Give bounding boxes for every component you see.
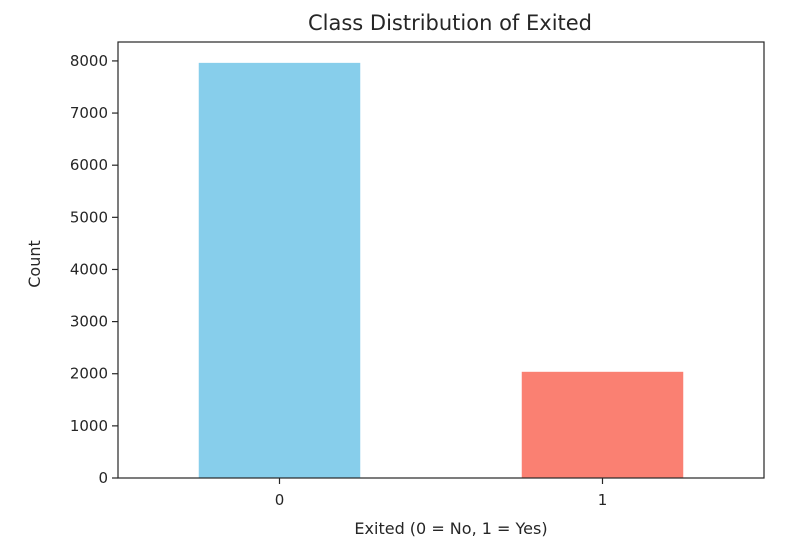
x-axis-label: Exited (0 = No, 1 = Yes) [354,519,547,538]
chart-title: Class Distribution of Exited [308,11,592,35]
bar-1 [521,371,684,478]
y-tick-label: 4000 [70,260,108,278]
y-tick-label: 5000 [70,208,108,226]
bars-layer [198,62,684,478]
y-tick-label: 3000 [70,313,108,331]
y-tick-label: 8000 [70,52,108,70]
x-tick-label: 0 [275,491,285,509]
y-axis-ticks: 0 1000 2000 3000 4000 5000 6000 7000 8000 [70,52,118,487]
y-tick-label: 7000 [70,104,108,122]
y-tick-label: 0 [98,469,108,487]
x-tick-label: 1 [598,491,608,509]
bar-0 [198,62,361,478]
y-axis-label: Count [25,240,44,288]
plot-frame [117,41,765,479]
y-tick-label: 2000 [70,365,108,383]
y-tick-label: 6000 [70,156,108,174]
y-tick-label: 1000 [70,417,108,435]
